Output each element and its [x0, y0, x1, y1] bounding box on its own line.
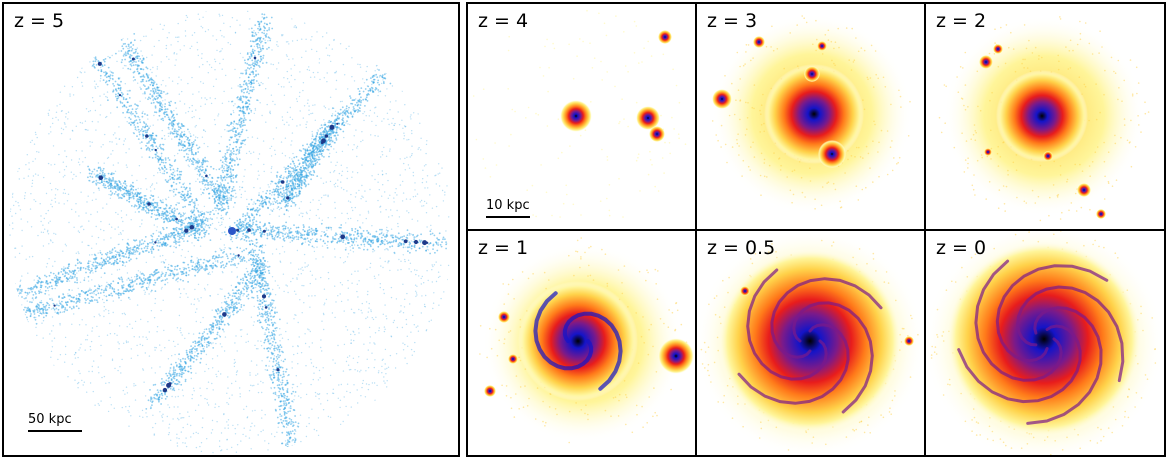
panel-z4: z = 4 10 kpc: [466, 2, 697, 231]
scale-bar-10kpc: 10 kpc: [486, 198, 530, 218]
redshift-label: z = 1: [478, 237, 529, 259]
redshift-label: z = 3: [707, 10, 758, 32]
panel-z0: z = 0: [924, 229, 1166, 457]
panel-z0-5: z = 0.5: [695, 229, 926, 457]
galaxy-image: [479, 237, 694, 444]
galaxy-image: [926, 231, 1164, 455]
scale-bar-label: 50 kpc: [28, 412, 72, 427]
scale-bar-50kpc: 50 kpc: [28, 412, 82, 432]
cosmic-web-image: [9, 10, 450, 454]
panel-z3: z = 3: [695, 2, 926, 231]
scale-bar-line: [486, 216, 530, 218]
redshift-label: z = 4: [478, 10, 529, 32]
galaxy-image: [938, 16, 1150, 222]
redshift-label: z = 0: [936, 237, 987, 259]
redshift-label: z = 2: [936, 10, 987, 32]
panel-z5: z = 5 50 kpc: [2, 2, 460, 457]
panel-z1: z = 1: [466, 229, 697, 457]
redshift-label: z = 0.5: [707, 237, 776, 259]
redshift-label: z = 5: [14, 10, 65, 32]
galaxy-image: [472, 9, 687, 218]
galaxy-image: [697, 231, 924, 455]
panel-z2: z = 2: [924, 2, 1166, 231]
scale-bar-label: 10 kpc: [486, 198, 530, 213]
scale-bar-line: [28, 430, 82, 432]
galaxy-image: [711, 14, 912, 214]
